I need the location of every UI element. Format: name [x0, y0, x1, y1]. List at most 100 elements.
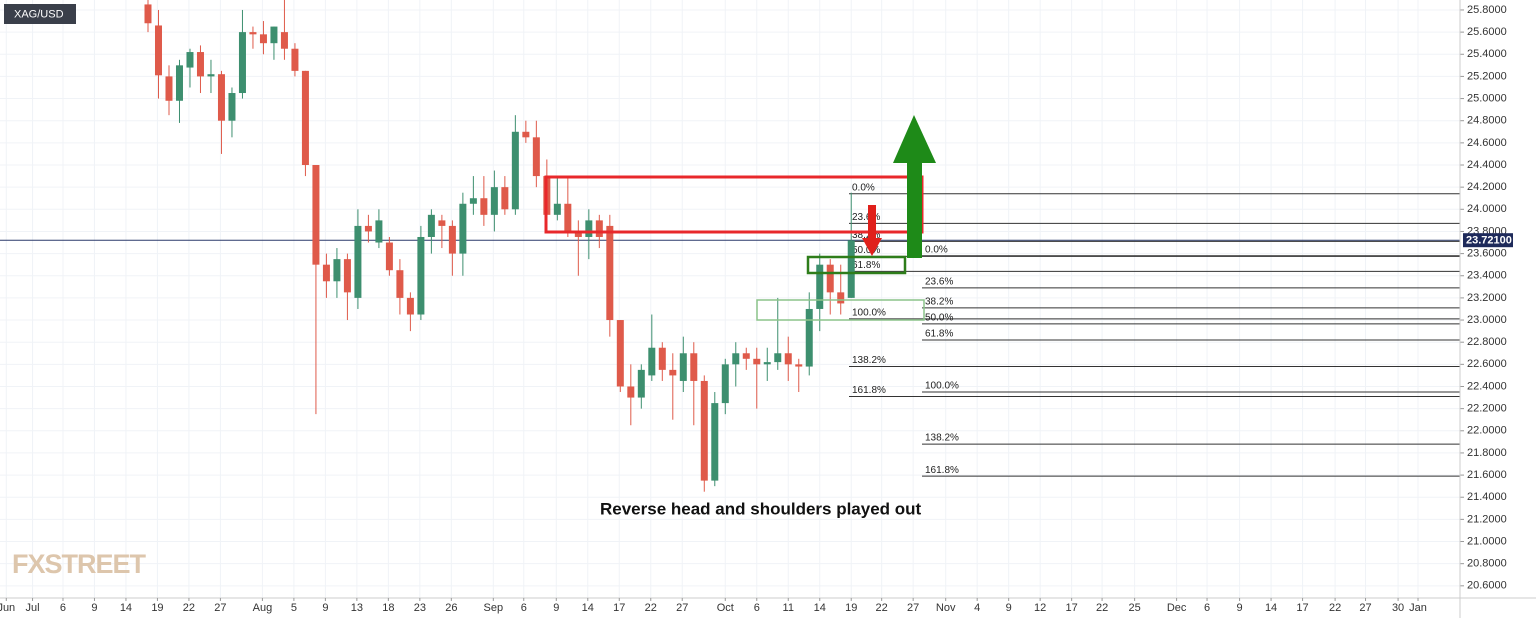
- candle-body: [553, 203, 561, 215]
- candle-body: [448, 225, 456, 254]
- candle-body: [364, 225, 372, 232]
- last-price-box: [1463, 233, 1513, 248]
- x-axis-band: [0, 598, 1536, 618]
- fib-label: 0.0%: [925, 244, 948, 255]
- candle-body: [805, 308, 813, 367]
- y-tick-label: 23.4000: [1467, 270, 1507, 282]
- x-tick-label: 18: [382, 602, 394, 614]
- x-tick-label: 22: [645, 602, 657, 614]
- candle-body: [375, 220, 383, 243]
- y-tick-label: 22.6000: [1467, 358, 1507, 370]
- fib-label: 138.2%: [925, 433, 959, 444]
- x-tick-label: 13: [351, 602, 363, 614]
- y-tick-label: 23.0000: [1467, 314, 1507, 326]
- x-tick-label: 30: [1392, 602, 1404, 614]
- fib-label: 100.0%: [925, 381, 959, 392]
- candle-body: [354, 225, 362, 298]
- candle-body: [207, 74, 215, 77]
- candle-body: [469, 198, 477, 204]
- fib-label: 161.8%: [852, 385, 886, 396]
- fib-label: 23.6%: [925, 277, 953, 288]
- candle-body: [816, 264, 824, 309]
- x-tick-label: 26: [445, 602, 457, 614]
- candle-body: [427, 214, 435, 237]
- x-tick-label: Jan: [1409, 602, 1427, 614]
- x-tick-label: 17: [613, 602, 625, 614]
- candle-body: [490, 187, 498, 215]
- candle-body: [732, 353, 740, 365]
- x-tick-label: 6: [60, 602, 66, 614]
- x-tick-label: 12: [1034, 602, 1046, 614]
- candle-body: [648, 347, 656, 376]
- y-tick-label: 22.2000: [1467, 403, 1507, 415]
- x-tick-label: Nov: [936, 602, 956, 614]
- fib-label: 38.2%: [852, 230, 880, 241]
- candle-body: [585, 220, 593, 237]
- y-tick-label: 21.4000: [1467, 491, 1507, 503]
- x-tick-label: 14: [582, 602, 594, 614]
- candle-body: [784, 353, 792, 365]
- x-tick-label: 17: [1296, 602, 1308, 614]
- y-tick-label: 25.4000: [1467, 48, 1507, 60]
- fib-label: 161.8%: [925, 465, 959, 476]
- y-tick-label: 24.2000: [1467, 181, 1507, 193]
- x-tick-label: 25: [1128, 602, 1140, 614]
- candle-body: [312, 165, 320, 265]
- x-tick-label: 17: [1066, 602, 1078, 614]
- candle-body: [165, 76, 173, 101]
- symbol-box: [4, 4, 76, 24]
- candle-body: [826, 264, 834, 293]
- watermark: FXSTREET: [12, 549, 147, 579]
- support-box: [756, 299, 925, 321]
- fib-label: 38.2%: [925, 296, 953, 307]
- candle-body: [700, 380, 708, 481]
- y-tick-label: 23.2000: [1467, 292, 1507, 304]
- arrow-up-shaft: [907, 160, 922, 258]
- x-tick-label: 22: [1329, 602, 1341, 614]
- x-tick-label: 9: [322, 602, 328, 614]
- arrow-up-head: [893, 115, 936, 163]
- candle-body: [564, 203, 572, 232]
- y-tick-label: 23.6000: [1467, 248, 1507, 260]
- candle-body: [742, 353, 750, 359]
- candle-body: [616, 320, 624, 387]
- y-tick-label: 24.4000: [1467, 159, 1507, 171]
- x-tick-label: 9: [553, 602, 559, 614]
- neckline-box: [806, 255, 907, 275]
- y-tick-label: 24.0000: [1467, 203, 1507, 215]
- candle-body: [154, 25, 162, 76]
- arrow-down-shaft: [868, 205, 876, 240]
- candle-body: [690, 353, 698, 381]
- candle-body: [343, 259, 351, 293]
- candle-body: [595, 220, 603, 237]
- x-tick-label: 27: [907, 602, 919, 614]
- candle-body: [459, 203, 467, 254]
- x-tick-label: 9: [1237, 602, 1243, 614]
- candle-body: [658, 347, 666, 370]
- y-tick-label: 25.8000: [1467, 4, 1507, 16]
- x-tick-label: 9: [91, 602, 97, 614]
- candle-body: [238, 32, 246, 94]
- x-tick-label: Oct: [717, 602, 734, 614]
- candle-body: [637, 369, 645, 398]
- candle-body: [186, 52, 194, 68]
- candle-body: [511, 131, 519, 210]
- x-tick-label: 27: [676, 602, 688, 614]
- x-tick-label: 27: [214, 602, 226, 614]
- candle-body: [417, 236, 425, 315]
- y-tick-label: 24.6000: [1467, 137, 1507, 149]
- y-tick-label: 21.2000: [1467, 513, 1507, 525]
- candle-body: [291, 48, 299, 71]
- candle-body: [532, 137, 540, 177]
- candle-body: [280, 32, 288, 49]
- grid: [0, 0, 1460, 598]
- candle-body: [574, 231, 582, 237]
- candles: [144, 0, 855, 492]
- last-price-label: 23.72100: [1466, 235, 1512, 247]
- x-tick-label: 22: [1096, 602, 1108, 614]
- candle-body: [144, 4, 152, 24]
- y-tick-label: 21.0000: [1467, 535, 1507, 547]
